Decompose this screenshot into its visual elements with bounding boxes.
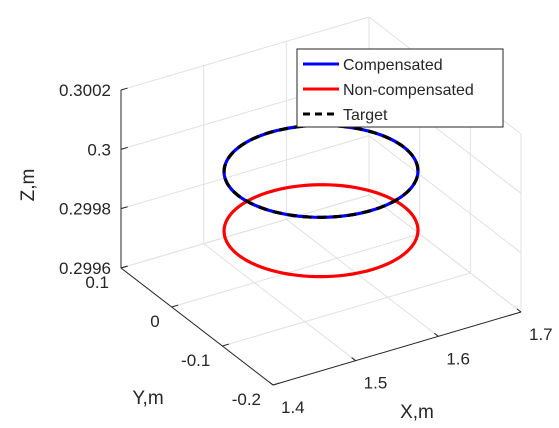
y-tick-label: -0.2 [232,390,261,409]
y-tick-mark [222,343,230,347]
x-tick-label: 1.5 [364,374,388,393]
legend-label-non-compensated: Non-compensated [343,82,474,99]
x-tick-label: 1.4 [281,398,305,417]
z-axis-label: Z,m [18,169,39,202]
x-tick-mark [268,381,274,386]
grid-line-z-back [120,16,370,91]
series-target-line [222,123,420,219]
grid-line-x-floor [368,194,522,313]
grid-line-x-floor [203,243,356,362]
grid-line-z-back [120,135,370,210]
y-tick-label: -0.1 [181,351,210,370]
x-axis-line [272,311,522,386]
legend-label-target: Target [343,107,388,124]
series-layer [222,123,420,279]
grid-layer [120,16,522,386]
z-tick-label: 0.3 [87,140,111,159]
z-tick-label: 0.2996 [59,259,111,278]
grid-line-y-floor [222,272,471,347]
z-tick-mark [120,146,128,150]
x-tick-mark [433,332,439,337]
y-tick-label: 0.1 [85,273,109,292]
grid-line-x-floor [286,218,439,337]
y-axis-label: Y,m [132,388,163,409]
legend-label-compensated: Compensated [343,57,443,74]
x-axis-label: X,m [400,402,434,423]
x-tick-mark [516,308,522,313]
legend: Compensated Non-compensated Target [296,48,504,128]
x-tick-label: 1.7 [529,325,553,344]
y-axis-line [120,267,274,386]
series-non-compensated-line [222,183,420,279]
grid-line-y-floor [120,194,370,269]
tick-labels: 1.41.51.61.7-0.2-0.100.10.29960.29980.30… [59,81,553,417]
y-tick-mark [272,382,280,386]
z-tick-label: 0.3002 [59,81,111,100]
grid-line-y-floor [171,233,420,308]
x-tick-label: 1.6 [446,349,470,368]
y-tick-mark [171,304,179,308]
x-tick-mark [351,357,356,362]
z-tick-mark [120,206,128,210]
z-tick-mark [120,265,128,269]
grid-line-z-side [368,135,522,254]
axes-layer [120,87,522,386]
y-tick-label: 0 [150,312,159,331]
z-tick-mark [120,87,128,91]
z-tick-label: 0.2998 [59,200,111,219]
